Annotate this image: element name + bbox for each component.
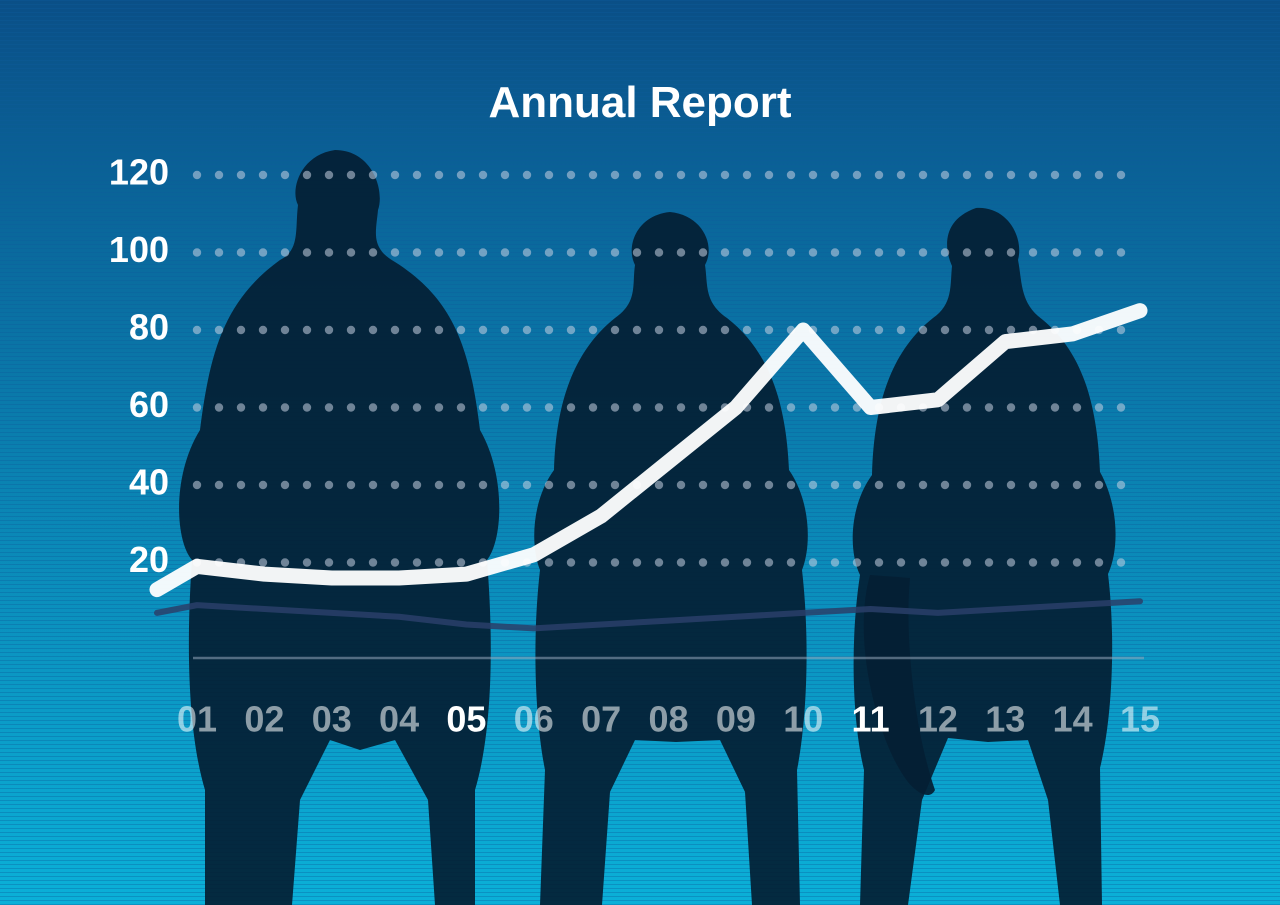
x-axis-label: 07 [581,699,621,740]
chart-svg: 20 40 60 80 100 120 01 02 03 04 05 06 07 08 09 10 11 12 13… [0,0,1280,905]
x-axis-labels: 01 02 03 04 05 06 07 08 09 10 11 12 13 14 15 [177,699,1160,740]
x-axis-label: 01 [177,699,217,740]
x-axis-label: 05 [446,699,486,740]
x-axis-label: 12 [918,699,958,740]
x-axis-label: 11 [852,699,890,740]
x-axis-label: 09 [716,699,756,740]
x-axis-label: 15 [1120,699,1160,740]
y-axis-label: 80 [129,307,169,348]
x-axis-label: 10 [783,699,823,740]
x-axis-label: 08 [648,699,688,740]
x-axis-label: 03 [312,699,352,740]
chart-title: Annual Report [0,78,1280,128]
x-axis-label: 13 [985,699,1025,740]
y-axis-label: 20 [129,539,169,580]
x-axis-label: 14 [1053,699,1093,740]
chart-stage: 20 40 60 80 100 120 01 02 03 04 05 06 07 08 09 10 11 12 13… [0,0,1280,905]
y-axis-label: 40 [129,462,169,503]
x-axis-label: 02 [244,699,284,740]
y-axis-label: 120 [109,152,169,193]
y-axis-label: 60 [129,384,169,425]
x-axis-label: 04 [379,699,419,740]
y-axis-label: 100 [109,229,169,270]
x-axis-label: 06 [514,699,554,740]
